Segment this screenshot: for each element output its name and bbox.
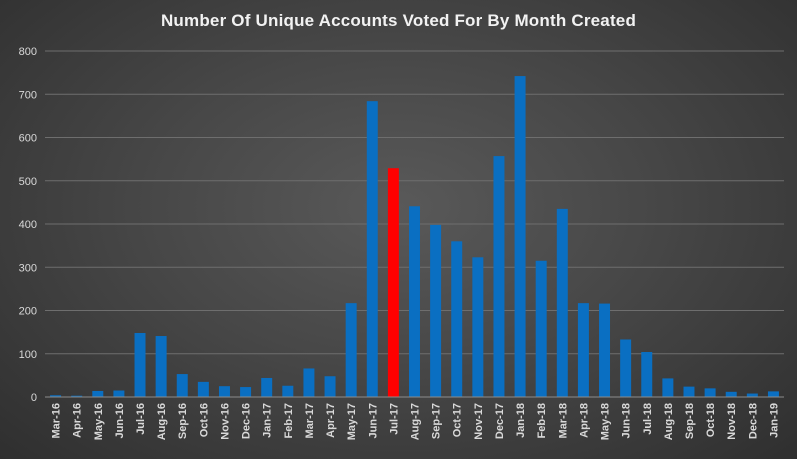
x-tick-label: Nov-17 <box>473 403 485 440</box>
bar <box>261 377 273 397</box>
x-tick-label: Jul-17 <box>388 403 400 435</box>
y-tick-label: 300 <box>19 262 37 274</box>
y-tick-label: 600 <box>19 133 37 145</box>
y-tick-label: 400 <box>19 219 37 231</box>
y-tick-label: 0 <box>31 392 37 404</box>
bar <box>472 257 484 397</box>
x-tick-label: Dec-18 <box>747 403 759 439</box>
bar <box>155 336 167 397</box>
bar-highlighted <box>387 168 399 397</box>
bar <box>324 376 336 397</box>
x-tick-label: Jun-16 <box>114 403 126 438</box>
bar <box>767 391 779 397</box>
x-tick-label: Mar-17 <box>304 403 316 438</box>
bar <box>282 385 294 397</box>
y-tick-label: 200 <box>19 306 37 318</box>
x-tick-label: May-17 <box>346 403 358 440</box>
bar <box>409 206 420 397</box>
bar <box>113 390 125 397</box>
bar <box>197 381 209 397</box>
bar <box>514 76 526 398</box>
x-tick-label: Dec-17 <box>494 403 506 439</box>
x-tick-label: Jul-18 <box>642 403 654 435</box>
bar <box>218 386 230 397</box>
bar <box>725 391 737 397</box>
x-tick-label: Jan-17 <box>262 403 274 438</box>
x-tick-label: Sep-16 <box>177 403 189 439</box>
bar <box>556 208 568 397</box>
chart-title: Number Of Unique Accounts Voted For By M… <box>160 11 637 30</box>
x-tick-label: Apr-17 <box>325 403 337 438</box>
x-tick-label: Oct-17 <box>452 403 464 437</box>
bar <box>704 388 716 397</box>
x-tick-label: Aug-17 <box>410 403 422 440</box>
y-tick-label: 500 <box>19 176 37 188</box>
bar <box>535 260 547 397</box>
x-tick-label: Oct-18 <box>705 403 717 437</box>
x-tick-label: Jul-16 <box>135 403 147 435</box>
x-tick-label: May-18 <box>600 403 612 440</box>
bar <box>683 386 695 397</box>
bar <box>451 241 463 397</box>
x-tick-label: Feb-18 <box>536 403 548 438</box>
x-tick-label: Jun-17 <box>367 403 379 438</box>
bar <box>50 395 62 397</box>
bar <box>176 374 188 397</box>
bar <box>620 339 632 397</box>
x-tick-label: Nov-18 <box>726 403 738 440</box>
bar <box>240 387 252 397</box>
x-tick-label: Sep-17 <box>431 403 443 439</box>
x-tick-label: Dec-16 <box>241 403 253 439</box>
x-tick-label: Oct-16 <box>198 403 210 437</box>
x-tick-label: May-16 <box>93 403 105 440</box>
x-tick-label: Jun-18 <box>621 403 633 438</box>
bar <box>430 224 442 397</box>
x-tick-label: Jan-19 <box>768 403 780 438</box>
x-tick-label: Aug-16 <box>156 403 168 440</box>
bar <box>599 303 611 397</box>
y-tick-label: 100 <box>19 349 37 361</box>
x-tick-label: Mar-16 <box>51 403 63 438</box>
bar <box>577 303 589 397</box>
y-tick-label: 700 <box>19 89 37 101</box>
bar <box>493 156 505 397</box>
x-tick-label: Mar-18 <box>557 403 569 438</box>
bar <box>641 352 653 397</box>
bar <box>134 332 146 397</box>
x-tick-label: Apr-16 <box>72 403 84 438</box>
bar <box>92 390 104 397</box>
bar <box>662 378 674 397</box>
x-tick-label: Sep-18 <box>684 403 696 439</box>
bar <box>366 101 378 398</box>
x-tick-label: Apr-18 <box>578 403 590 438</box>
x-tick-label: Jan-18 <box>515 403 527 438</box>
y-tick-label: 800 <box>19 46 37 58</box>
bar <box>345 303 357 397</box>
x-tick-label: Nov-16 <box>219 403 231 440</box>
x-tick-label: Feb-17 <box>283 403 295 438</box>
bar <box>303 368 315 397</box>
bar <box>746 393 758 397</box>
bar <box>71 395 83 397</box>
x-tick-label: Aug-18 <box>663 403 675 440</box>
